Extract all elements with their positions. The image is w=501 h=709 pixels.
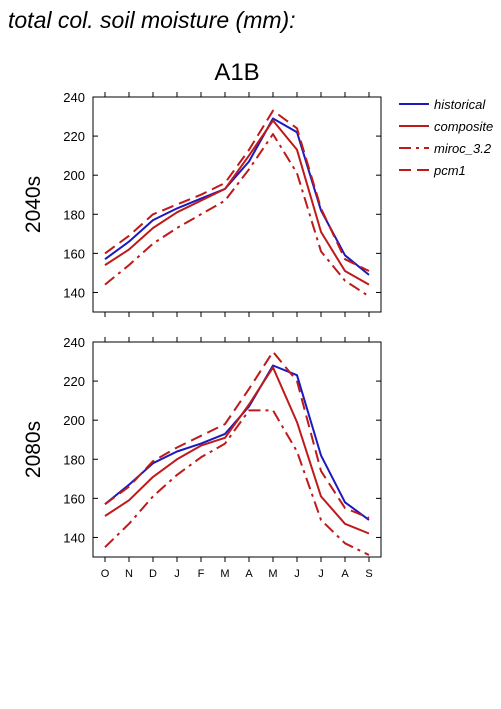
y-tick-label: 160 [63, 491, 85, 506]
legend-label: composite [434, 119, 493, 134]
legend-label: historical [434, 97, 486, 112]
series-line-pcm1 [104, 109, 370, 272]
y-tick-label: 200 [63, 413, 85, 428]
series-line-historical [104, 364, 370, 521]
y-tick-label: 140 [63, 530, 85, 545]
figure-title: total col. soil moisture (mm): [8, 7, 296, 33]
panel-2040s: 140 160 180 200 220 240 2040s [22, 90, 382, 317]
legend-label: miroc_3.2 [434, 141, 492, 156]
x-tick-label: M [220, 568, 229, 580]
y-tick-label: 140 [63, 285, 85, 300]
legend-label: pcm1 [433, 163, 466, 178]
y-tick-label: 160 [63, 246, 85, 261]
y-tick-label: 220 [63, 129, 85, 144]
scenario-label: A1B [214, 59, 259, 86]
series-line-miroc-3-2 [104, 133, 370, 298]
legend: historical composite miroc_3.2 pcm1 [399, 97, 493, 178]
x-tick-label: D [149, 568, 157, 580]
y-tick-label: 220 [63, 374, 85, 389]
x-tick-label: A [341, 568, 349, 580]
x-tick-label: N [125, 568, 133, 580]
x-tick-label: F [198, 568, 205, 580]
y-tick-label: 200 [63, 168, 85, 183]
x-tick-label: J [318, 568, 324, 580]
y-tick-label: 180 [63, 207, 85, 222]
x-tick-label: A [245, 568, 253, 580]
series-line-pcm1 [104, 350, 370, 519]
plot-frame [92, 96, 382, 313]
period-label: 2080s [22, 421, 45, 478]
series-line-composite [104, 366, 370, 535]
y-tick-label: 240 [63, 90, 85, 105]
period-label: 2040s [22, 176, 45, 233]
panel-2080s: 140 160 180 200 220 240 O N D J F M A M J J A S 2080s [22, 335, 382, 580]
x-tick-label: S [365, 568, 372, 580]
x-tick-label: J [294, 568, 300, 580]
plot-frame [92, 341, 382, 558]
y-tick-label: 240 [63, 335, 85, 350]
series-line-miroc-3-2 [104, 409, 370, 556]
x-tick-label: J [174, 568, 180, 580]
series-line-composite [104, 119, 370, 286]
x-tick-label: M [268, 568, 277, 580]
x-tick-label: O [101, 568, 110, 580]
y-tick-label: 180 [63, 452, 85, 467]
